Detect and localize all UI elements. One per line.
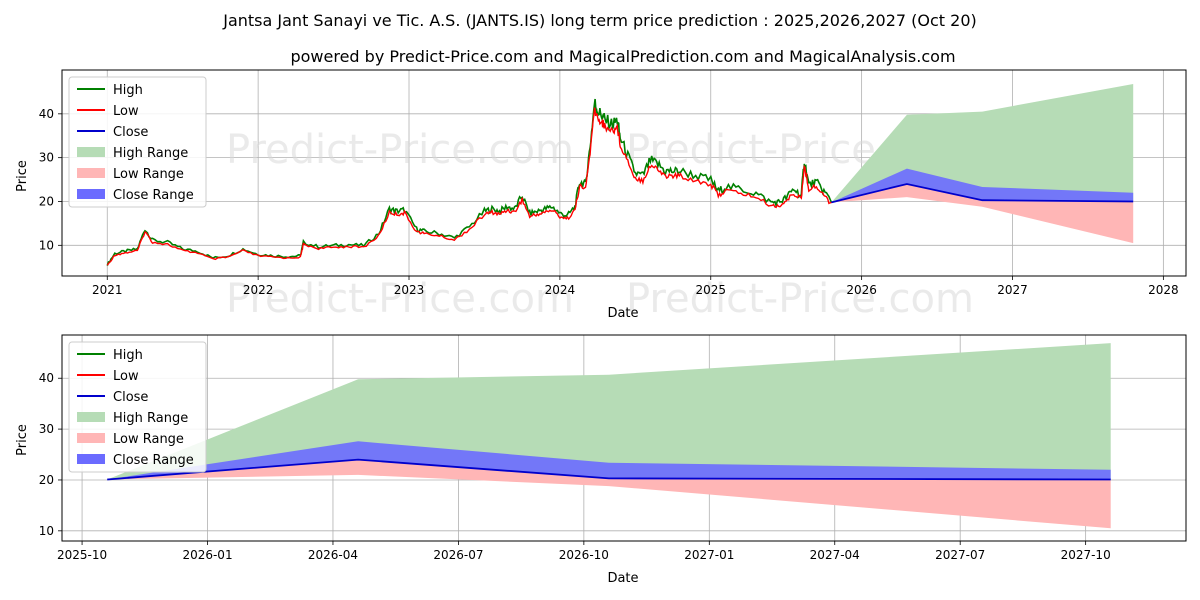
legend-swatch xyxy=(77,433,105,443)
top-series xyxy=(106,84,1134,266)
low-range-band xyxy=(107,459,1111,529)
close-line xyxy=(107,458,1111,481)
x-tick-label: 2028 xyxy=(1148,283,1179,297)
y-tick-label: 20 xyxy=(39,194,54,208)
x-tick-label: 2027-04 xyxy=(810,548,860,562)
bottom-legend: High Low Close High Range Low Range Close Ran… xyxy=(68,341,207,473)
chart-subtitle: powered by Predict-Price.com and Magical… xyxy=(290,47,955,66)
x-tick-label: 2027 xyxy=(997,283,1028,297)
legend-label: Close Range xyxy=(113,188,194,203)
legend-label: High xyxy=(113,83,143,98)
x-tick-label: 2027-01 xyxy=(684,548,734,562)
legend-swatch xyxy=(77,147,105,157)
close-line xyxy=(831,183,1134,204)
chart-title: Jantsa Jant Sanayi ve Tic. A.S. (JANTS.I… xyxy=(222,11,977,30)
bottom-chart: Predict-Price.com Predict-Price.com 2025… xyxy=(15,334,1187,586)
legend-swatch xyxy=(77,412,105,422)
legend-swatch xyxy=(77,454,105,464)
bottom-y-axis-label: Price xyxy=(15,424,30,456)
top-y-axis-label: Price xyxy=(15,160,30,192)
x-tick-label: 2021 xyxy=(92,283,123,297)
close-range-band xyxy=(107,441,1111,480)
legend-label: Low xyxy=(113,369,139,384)
legend-label: Low xyxy=(113,104,139,119)
watermark: Predict-Price.com xyxy=(626,276,974,322)
y-tick-label: 30 xyxy=(39,422,54,436)
y-tick-label: 10 xyxy=(39,524,54,538)
close-range-band xyxy=(831,168,1134,203)
x-tick-label: 2026-07 xyxy=(433,548,483,562)
x-tick-label: 2026-10 xyxy=(559,548,609,562)
watermark: Predict-Price.com xyxy=(226,127,574,173)
watermark: Predict-Price.com xyxy=(226,276,574,322)
x-tick-label: 2027-07 xyxy=(935,548,985,562)
legend-label: High Range xyxy=(113,146,188,161)
top-x-axis-label: Date xyxy=(607,306,638,321)
y-tick-label: 10 xyxy=(39,238,54,252)
top-ticks: 2021 2022 2023 2024 2025 2026 2027 2028 10 20 30 40 xyxy=(39,107,1179,297)
bottom-x-axis-label: Date xyxy=(607,571,638,586)
x-tick-label: 2025-10 xyxy=(57,548,107,562)
legend-label: Close xyxy=(113,125,148,140)
x-tick-label: 2027-10 xyxy=(1061,548,1111,562)
y-tick-label: 20 xyxy=(39,473,54,487)
low-range-band xyxy=(831,184,1134,244)
x-tick-label: 2025 xyxy=(695,283,726,297)
bottom-series xyxy=(107,343,1111,529)
y-tick-label: 40 xyxy=(39,107,54,121)
x-tick-label: 2026 xyxy=(846,283,877,297)
x-tick-label: 2026-01 xyxy=(182,548,232,562)
bottom-ticks: 2025-10 2026-01 2026-04 2026-07 2026-10 2027-… xyxy=(39,371,1111,562)
x-tick-label: 2023 xyxy=(394,283,425,297)
legend-label: Close Range xyxy=(113,453,194,468)
x-tick-label: 2024 xyxy=(545,283,576,297)
legend-label: High xyxy=(113,348,143,363)
top-chart: Predict-Price.com Predict-Price.com Pred… xyxy=(15,69,1187,322)
legend-label: Low Range xyxy=(113,167,184,182)
legend-swatch xyxy=(77,168,105,178)
legend-label: Low Range xyxy=(113,432,184,447)
low-line xyxy=(106,107,832,266)
x-tick-label: 2022 xyxy=(243,283,274,297)
legend-swatch xyxy=(77,189,105,199)
y-tick-label: 40 xyxy=(39,371,54,385)
legend-label: Close xyxy=(113,390,148,405)
legend-label: High Range xyxy=(113,411,188,426)
top-legend: High Low Close High Range Low Range Close Ran… xyxy=(68,76,207,208)
y-tick-label: 30 xyxy=(39,151,54,165)
x-tick-label: 2026-04 xyxy=(308,548,358,562)
